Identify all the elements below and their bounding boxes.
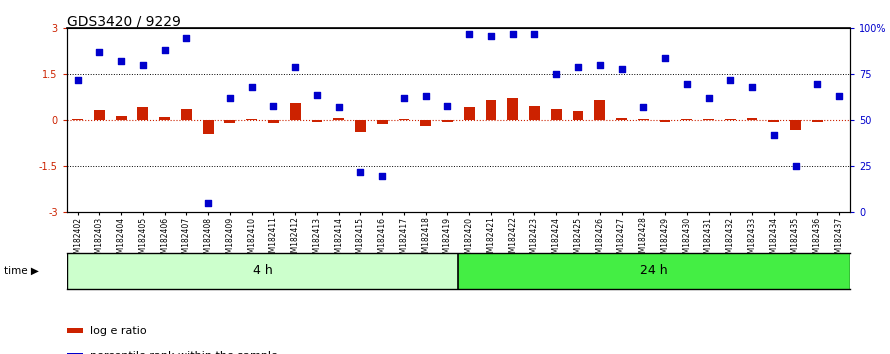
Bar bbox=[724, 119, 736, 120]
Bar bbox=[94, 110, 105, 120]
Point bbox=[506, 31, 520, 37]
Point bbox=[136, 62, 150, 68]
Point bbox=[266, 103, 280, 108]
Bar bbox=[312, 120, 322, 122]
Bar bbox=[572, 110, 584, 120]
Bar bbox=[812, 120, 822, 122]
Bar bbox=[203, 120, 214, 134]
Bar bbox=[551, 109, 562, 120]
Bar bbox=[137, 107, 149, 120]
Point bbox=[636, 105, 651, 110]
Bar bbox=[507, 98, 518, 120]
Text: 24 h: 24 h bbox=[640, 264, 668, 277]
Bar bbox=[224, 120, 235, 124]
Bar bbox=[181, 109, 192, 120]
Point bbox=[832, 93, 846, 99]
Bar bbox=[442, 120, 453, 122]
Point bbox=[680, 81, 694, 86]
Point bbox=[179, 35, 193, 40]
Bar bbox=[616, 118, 627, 120]
Point bbox=[288, 64, 303, 70]
Bar bbox=[159, 117, 170, 120]
Point bbox=[114, 59, 128, 64]
Point bbox=[245, 84, 259, 90]
Point bbox=[441, 103, 455, 108]
Bar bbox=[768, 120, 780, 122]
Bar bbox=[486, 101, 497, 120]
Bar bbox=[464, 108, 474, 120]
Bar bbox=[376, 120, 388, 124]
Point bbox=[158, 47, 172, 53]
Bar bbox=[67, 253, 458, 289]
Bar bbox=[116, 116, 126, 120]
Bar bbox=[247, 119, 257, 120]
Bar bbox=[420, 120, 431, 126]
Bar bbox=[458, 253, 850, 289]
Bar bbox=[399, 119, 409, 120]
Point bbox=[701, 96, 716, 101]
Point bbox=[201, 200, 215, 206]
Point bbox=[745, 84, 759, 90]
Text: 4 h: 4 h bbox=[253, 264, 272, 277]
Point bbox=[766, 132, 781, 138]
Bar bbox=[659, 120, 670, 122]
Point bbox=[593, 62, 607, 68]
Text: percentile rank within the sample: percentile rank within the sample bbox=[90, 351, 278, 354]
Point bbox=[375, 173, 389, 178]
Point bbox=[658, 55, 672, 61]
Point bbox=[332, 105, 346, 110]
Bar bbox=[333, 118, 344, 120]
Bar bbox=[595, 101, 605, 120]
Point bbox=[528, 31, 542, 37]
Bar bbox=[268, 120, 279, 123]
Point bbox=[70, 77, 85, 83]
Bar bbox=[72, 119, 83, 120]
Point bbox=[789, 164, 803, 169]
Point bbox=[549, 72, 563, 77]
Point bbox=[570, 64, 585, 70]
Bar bbox=[703, 119, 714, 120]
Point bbox=[353, 169, 368, 175]
Point bbox=[397, 96, 411, 101]
Point bbox=[462, 31, 476, 37]
Bar bbox=[682, 119, 692, 120]
Point bbox=[614, 66, 628, 72]
Text: GDS3420 / 9229: GDS3420 / 9229 bbox=[67, 14, 181, 28]
Point bbox=[724, 77, 738, 83]
Bar bbox=[638, 119, 649, 120]
Text: log e ratio: log e ratio bbox=[90, 326, 147, 336]
Bar bbox=[747, 118, 757, 120]
Point bbox=[93, 50, 107, 55]
Bar bbox=[290, 103, 301, 120]
Bar bbox=[790, 120, 801, 130]
Point bbox=[310, 92, 324, 97]
Bar bbox=[529, 105, 540, 120]
Text: time ▶: time ▶ bbox=[4, 266, 39, 276]
Point bbox=[222, 96, 237, 101]
Point bbox=[484, 33, 498, 39]
Point bbox=[418, 93, 433, 99]
Point bbox=[810, 81, 824, 86]
Bar bbox=[355, 120, 366, 132]
